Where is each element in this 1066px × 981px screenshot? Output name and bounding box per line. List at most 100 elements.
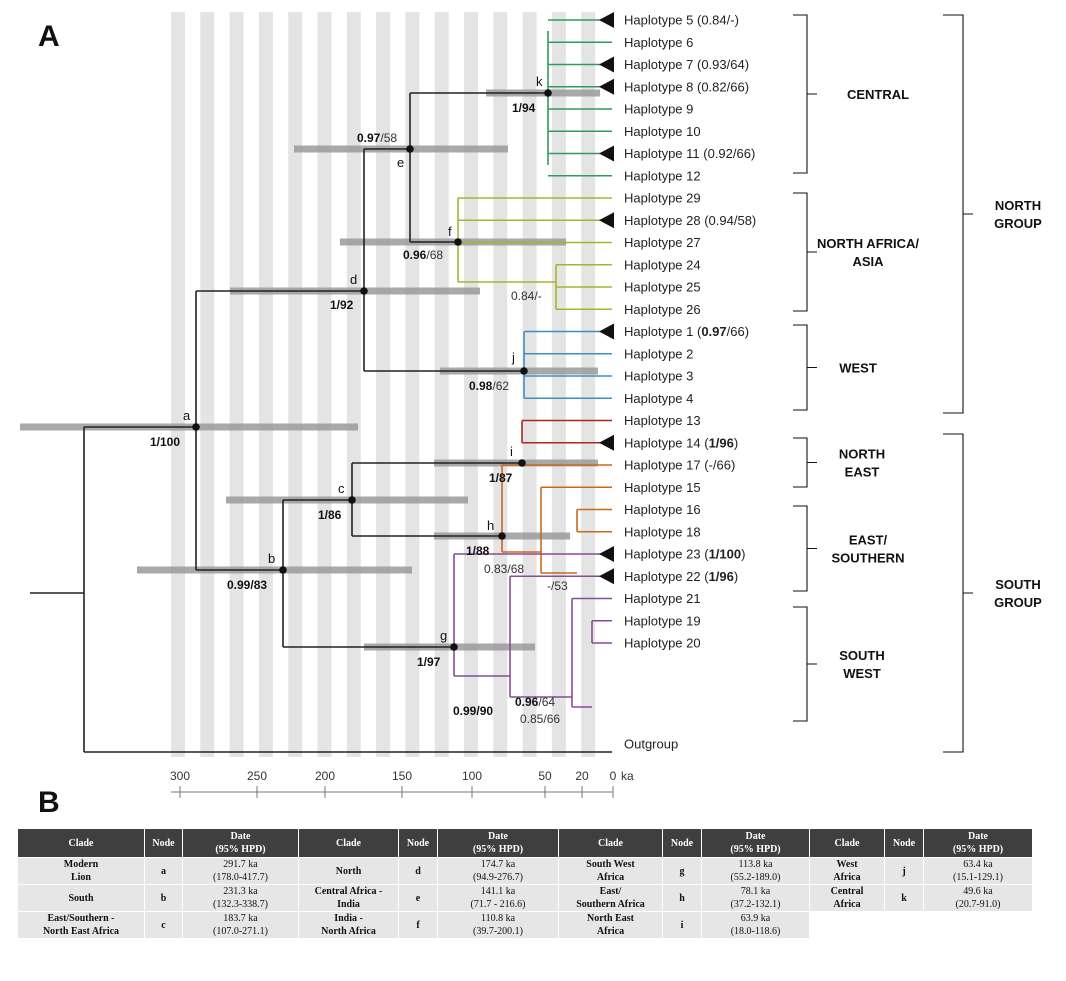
col-clade-header: Clade: [809, 828, 885, 858]
col-clade-header: Clade: [558, 828, 663, 858]
central-bracket: [793, 14, 817, 174]
axis-unit: ka: [621, 769, 634, 783]
col-node-header: Node: [398, 828, 438, 858]
node-letter-i: i: [510, 444, 513, 459]
west-bracket: [793, 324, 817, 411]
tip-label-hap17: Haplotype 17 (-/66): [624, 458, 735, 473]
table-cell-clade: East/Southern Africa: [558, 884, 663, 912]
node-letter-e: e: [397, 155, 404, 170]
collapsed-clade-triangle: [599, 212, 614, 229]
col-node-header: Node: [662, 828, 702, 858]
south-group-bracket: [943, 433, 973, 753]
support-value-h: 1/88: [466, 544, 490, 558]
tip-label-hap16: Haplotype 16: [624, 502, 701, 517]
tip-labels: Haplotype 5 (0.84/-) Haplotype 6 Haplotype…: [599, 12, 756, 752]
table-cell-clade: Modern Lion: [17, 857, 145, 885]
table-cell-clade: South: [17, 884, 145, 912]
node-dot-i: [518, 459, 526, 467]
node-letter-b: b: [268, 551, 275, 566]
table-cell-clade: Central Africa - India: [298, 884, 399, 912]
tip-label-hap13: Haplotype 13: [624, 413, 701, 428]
support-value-n1921: 0.96/64: [515, 695, 555, 709]
collapsed-clade-triangle: [599, 56, 614, 73]
empty-cell: [884, 911, 924, 939]
support-value-i: 1/87: [489, 471, 513, 485]
north-group-label: NORTH: [995, 198, 1041, 213]
tip-label-hap22: Haplotype 22 (1/96): [624, 569, 738, 584]
table-cell-date: 231.3 ka (132.3-338.7): [182, 884, 299, 912]
node-letter-k: k: [536, 74, 543, 89]
table-cell-node: i: [662, 911, 702, 939]
south-group-label: GROUP: [994, 595, 1042, 610]
north-east-label: EAST: [845, 465, 880, 480]
collapsed-clade-triangle: [599, 434, 614, 451]
table-cell-clade: North: [298, 857, 399, 885]
node-date-table: Clade Node Date (95% HPD) Clade Node Date (95% …: [17, 828, 1033, 939]
col-date-header: Date (95% HPD): [182, 828, 299, 858]
support-value-b: 0.99/83: [227, 578, 267, 592]
support-value-f: 0.96/68: [403, 248, 443, 262]
col-node-header: Node: [884, 828, 924, 858]
support-value-n2426: 0.84/-: [511, 289, 542, 303]
axis-tick-label: 20: [575, 769, 589, 783]
axis-tick-label: 150: [392, 769, 412, 783]
tip-label-hap25: Haplotype 25: [624, 280, 701, 295]
tip-label-hap18: Haplotype 18: [624, 524, 701, 539]
node-letter-f: f: [448, 224, 452, 239]
empty-cell: [923, 911, 1033, 939]
axis-tick-label: 300: [170, 769, 190, 783]
support-value-g: 1/97: [417, 655, 441, 669]
node-dot-c: [348, 496, 356, 504]
node-dot-k: [544, 89, 552, 97]
node-dots: [192, 89, 552, 651]
time-band: [229, 12, 244, 757]
south-west-bracket: [793, 606, 817, 722]
tip-label-hap11: Haplotype 11 (0.92/66): [624, 146, 755, 161]
east-southern-label: EAST/: [849, 533, 888, 548]
time-axis: 300 250 200 150 100 50 20 0 ka: [170, 769, 634, 798]
tip-label-hap19: Haplotype 19: [624, 613, 701, 628]
tip-label-hap24: Haplotype 24: [624, 257, 701, 272]
node-dot-e: [406, 145, 414, 153]
table-cell-node: e: [398, 884, 438, 912]
time-band: [581, 12, 596, 757]
support-value-n1618: -/53: [547, 579, 568, 593]
table-cell-node: a: [144, 857, 183, 885]
south-west-label: WEST: [843, 666, 881, 681]
table-cell-date: 141.1 ka (71.7 - 216.6): [437, 884, 559, 912]
time-band: [317, 12, 332, 757]
node-dot-h: [498, 532, 506, 540]
north-east-label: NORTH: [839, 447, 885, 462]
support-value-d: 1/92: [330, 298, 354, 312]
tip-label-hap8: Haplotype 8 (0.82/66): [624, 79, 749, 94]
time-band: [346, 12, 361, 757]
north-group-label: GROUP: [994, 216, 1042, 231]
table-cell-clade: North East Africa: [558, 911, 663, 939]
table-cell-clade: East/Southern - North East Africa: [17, 911, 145, 939]
tip-label-hap9: Haplotype 9: [624, 102, 693, 117]
table-cell-node: k: [884, 884, 924, 912]
west-label: WEST: [839, 361, 877, 376]
tip-label-hap28: Haplotype 28 (0.94/58): [624, 213, 756, 228]
collapsed-clade-triangle: [599, 145, 614, 162]
node-letter-g: g: [440, 628, 447, 643]
node-dot-a: [192, 423, 200, 431]
node-dot-b: [279, 566, 287, 574]
east-southern-bracket: [793, 505, 817, 592]
node-dot-g: [450, 643, 458, 651]
table-cell-node: b: [144, 884, 183, 912]
clade-brackets: CENTRAL NORTH AFRICA/ASIA WEST NORTH EAST EAS…: [793, 14, 1042, 753]
table-cell-node: j: [884, 857, 924, 885]
time-band: [200, 12, 215, 757]
tip-label-hap14: Haplotype 14 (1/96): [624, 435, 738, 450]
table-cell-node: h: [662, 884, 702, 912]
axis-tick-label: 200: [315, 769, 335, 783]
time-band: [258, 12, 273, 757]
table-row: East/Southern - North East Africa c 183.7 k…: [17, 911, 1033, 939]
col-clade-header: Clade: [298, 828, 399, 858]
node-letter-a: a: [183, 408, 191, 423]
table-cell-date: 78.1 ka (37.2-132.1): [701, 884, 810, 912]
tip-label-hap15: Haplotype 15: [624, 480, 701, 495]
table-row: South b 231.3 ka (132.3-338.7) Central Afric…: [17, 884, 1033, 912]
panel-b-label: B: [38, 786, 60, 819]
